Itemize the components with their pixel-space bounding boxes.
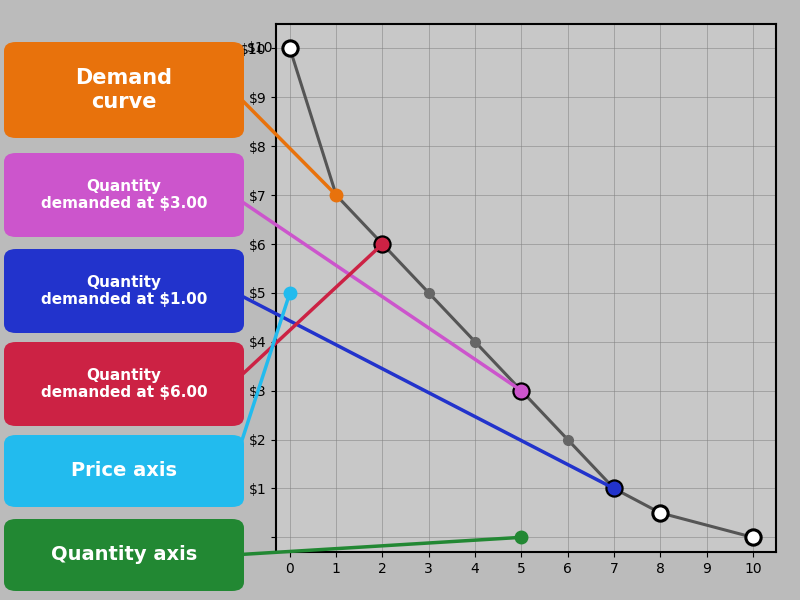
FancyBboxPatch shape xyxy=(4,249,244,333)
Text: $10: $10 xyxy=(247,41,274,55)
Text: Quantity
demanded at $1.00: Quantity demanded at $1.00 xyxy=(41,275,207,307)
Text: Quantity
demanded at $3.00: Quantity demanded at $3.00 xyxy=(41,179,207,211)
Text: Quantity
demanded at $6.00: Quantity demanded at $6.00 xyxy=(41,368,207,400)
Text: Demand
curve: Demand curve xyxy=(75,68,173,112)
FancyBboxPatch shape xyxy=(4,153,244,237)
FancyBboxPatch shape xyxy=(4,435,244,507)
FancyBboxPatch shape xyxy=(4,342,244,426)
FancyBboxPatch shape xyxy=(4,42,244,138)
Text: Price axis: Price axis xyxy=(71,461,177,481)
Text: Quantity axis: Quantity axis xyxy=(51,545,197,565)
FancyBboxPatch shape xyxy=(4,519,244,591)
